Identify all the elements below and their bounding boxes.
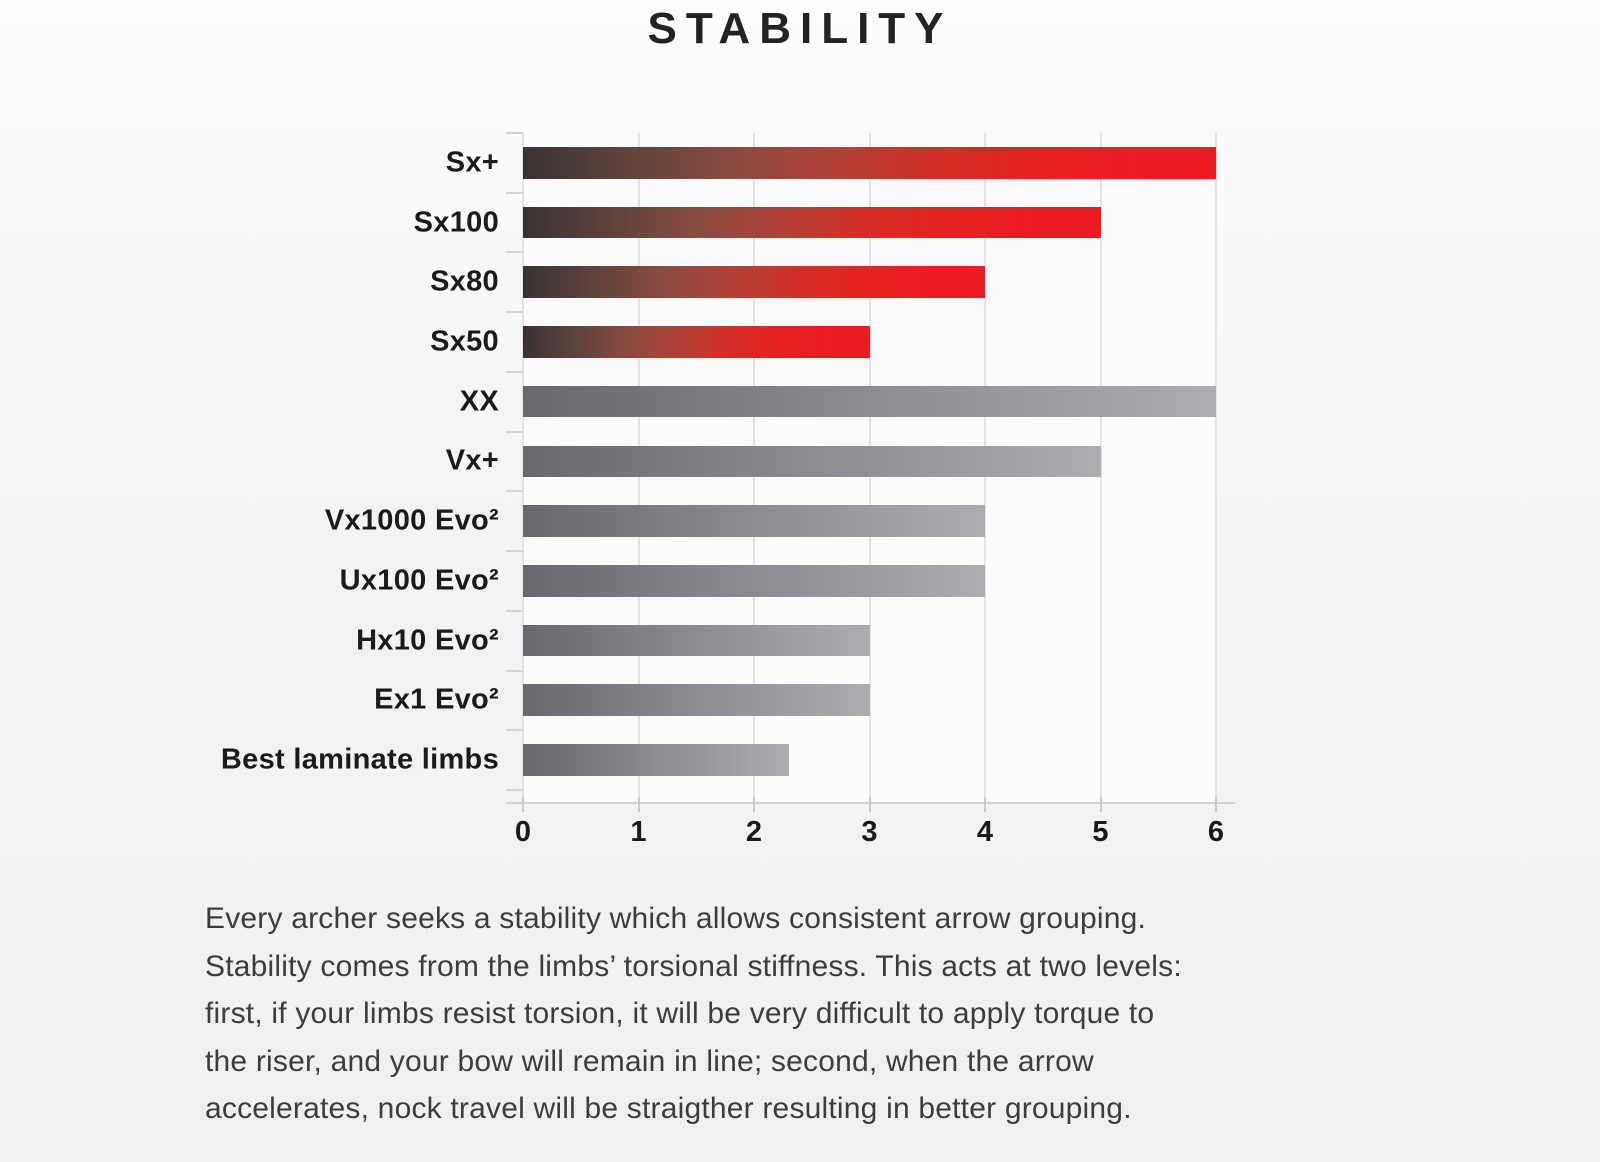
bar-row: Hx10 Evo² <box>356 611 1216 671</box>
y-axis-tick <box>506 430 523 433</box>
bar-row: Sx80 <box>430 252 1216 312</box>
chart-title: STABILITY <box>647 4 953 53</box>
bar-row: Sx50 <box>430 312 1216 372</box>
y-axis-tick <box>506 370 523 373</box>
bar <box>523 624 870 657</box>
plot-area: Sx+ Sx100 Sx80 Sx50 XX Vx+ Vx1000 Evo² Ux100 Ev… <box>221 132 1235 848</box>
x-axis-tick-label: 1 <box>630 816 647 848</box>
y-axis-tick <box>506 789 523 791</box>
category-label: Sx+ <box>445 146 499 179</box>
x-axis-tick <box>1099 797 1102 812</box>
bar <box>523 445 1101 478</box>
y-axis-tick <box>506 729 523 732</box>
category-label: Vx+ <box>445 444 499 477</box>
bar-row: XX <box>460 372 1216 432</box>
category-label: Sx80 <box>430 265 499 298</box>
y-axis-tick <box>506 490 523 493</box>
x-axis-tick <box>1215 797 1217 812</box>
x-axis-tick-label: 5 <box>1092 816 1109 848</box>
bar-row: Sx100 <box>414 193 1216 253</box>
x-axis-tick <box>984 797 986 812</box>
bar-row: Vx1000 Evo² <box>325 491 1216 551</box>
category-label: Sx100 <box>413 206 499 239</box>
bar <box>523 147 1216 179</box>
bar-row: Ux100 Evo² <box>340 551 1216 611</box>
x-axis-tick-label: 4 <box>976 816 994 848</box>
category-label: Best laminate limbs <box>220 743 499 776</box>
gridline <box>1099 133 1102 803</box>
category-label: Hx10 Evo² <box>356 624 499 657</box>
bar <box>523 266 985 298</box>
bar <box>523 684 870 716</box>
gridline <box>1215 133 1217 803</box>
bar <box>523 385 1216 418</box>
x-axis-tick <box>522 797 524 812</box>
bars-layer: Sx+ Sx100 Sx80 Sx50 XX Vx+ Vx1000 Evo² Ux100 Ev… <box>221 133 1216 790</box>
x-axis-tick-label: 0 <box>514 816 532 848</box>
category-label: XX <box>459 385 499 418</box>
bar <box>523 565 985 597</box>
category-label: Vx1000 Evo² <box>324 504 499 537</box>
bar <box>523 505 985 537</box>
y-axis-tick <box>506 251 523 254</box>
x-axis-line <box>506 802 1235 804</box>
y-axis-tick <box>506 191 523 194</box>
x-axis-tick <box>637 797 640 812</box>
bar <box>523 326 870 358</box>
y-axis-tick <box>506 132 523 134</box>
category-label: Sx50 <box>430 325 499 358</box>
y-axis-tick <box>506 550 523 553</box>
bar <box>523 744 789 776</box>
bar-row: Sx+ <box>446 133 1216 193</box>
category-label: Ux100 Evo² <box>339 564 499 597</box>
x-axis-tick <box>753 797 755 812</box>
description-text: Every archer seeks a stability which all… <box>205 902 1182 1125</box>
bar-row: Ex1 Evo² <box>374 670 1216 730</box>
x-axis-tick-label: 3 <box>861 816 878 848</box>
category-label: Ex1 Evo² <box>374 683 499 716</box>
x-axis-tick-label: 6 <box>1207 816 1225 848</box>
x-axis-tick <box>868 797 871 812</box>
bar-row: Best laminate limbs <box>221 730 1216 790</box>
bar-row: Vx+ <box>446 432 1216 492</box>
y-axis-tick <box>506 311 523 314</box>
y-axis-tick <box>506 609 523 612</box>
x-axis-tick-label: 2 <box>745 816 763 848</box>
bar <box>523 206 1101 239</box>
y-axis-tick <box>506 669 523 672</box>
